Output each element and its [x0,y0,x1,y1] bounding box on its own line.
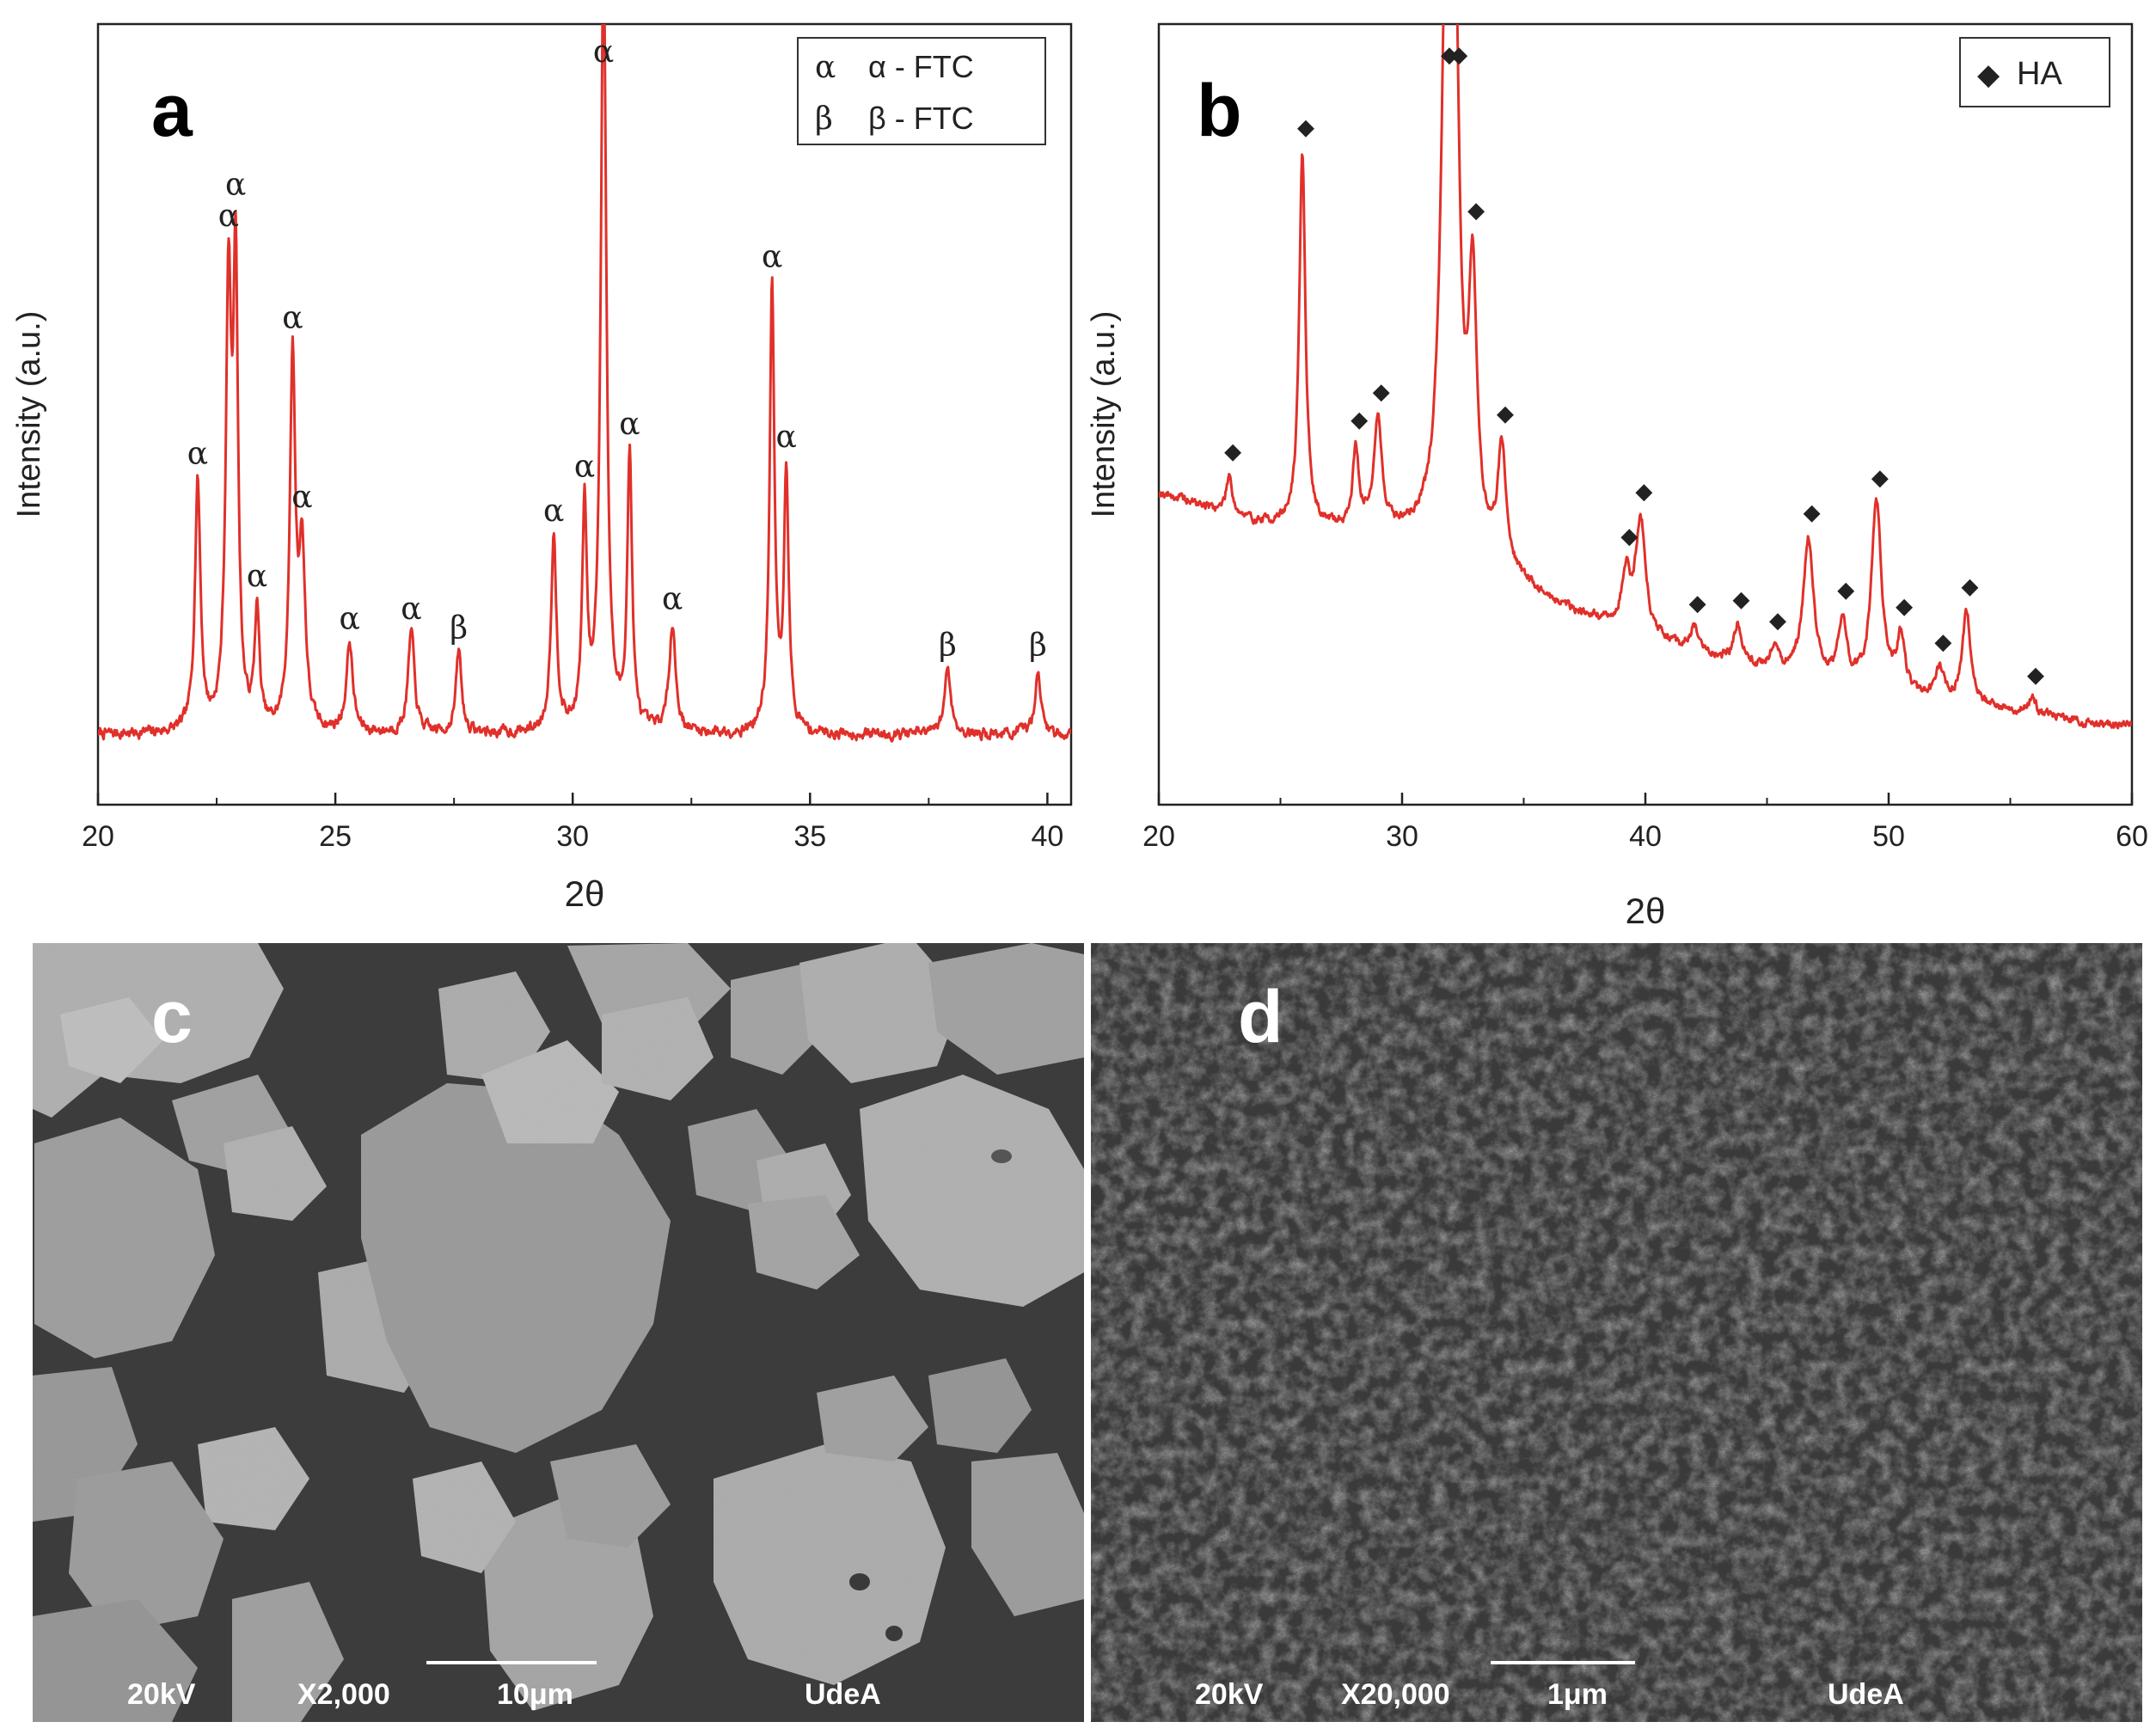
peak-label: ◆ [1620,523,1638,548]
peak-label: α [340,601,360,636]
peak-label: ◆ [1635,478,1652,504]
plot-frame-b [1157,22,2134,806]
xrd-trace-line [1159,24,2132,730]
panel-letter-d: d [1238,976,1283,1058]
sem-info-bar-c: 20kV X2,000 10μm UdeA [127,1661,881,1711]
peak-label: ◆ [1297,113,1314,139]
peak-label: β [450,610,468,646]
sem-particles-c [33,943,1084,1722]
xrd-chart-b: 20 30 40 50 60 ◆◆◆◆◆◆◆◆◆◆◆ ◆◆◆◆◆◆◆◆◆ b Intens… [1086,22,2148,931]
sem-pore [991,1149,1012,1163]
peak-markers-b: ◆◆◆◆◆◆◆◆◆◆◆ ◆◆◆◆◆◆◆◆◆ [1224,41,2044,687]
x-tick-label: 40 [1629,820,1662,853]
sem-magnification-d: X20,000 [1341,1678,1450,1711]
x-tick-label: 20 [1142,820,1175,853]
panel-letter-b: b [1197,70,1242,152]
peak-label: α [593,34,614,70]
xrd-trace-line [98,24,1071,743]
sem-voltage-c: 20kV [127,1678,196,1711]
peak-label: ◆ [2027,661,2044,687]
x-ticks-a: 20 25 30 35 40 [82,793,1063,853]
sem-scale-label-c: 10μm [497,1678,573,1711]
trace-a [98,24,1071,743]
sem-institution-d: UdeA [1828,1678,1904,1711]
sem-pore [849,1573,870,1590]
peak-label: α [247,559,267,594]
y-axis-title-a: Intensity (a.u.) [11,311,47,518]
peak-label: α [762,239,782,274]
x-tick-label: 25 [319,820,352,853]
sem-pore [885,1626,903,1641]
sem-info-bar-d: 20kV X20,000 1μm UdeA [1195,1661,1904,1711]
sem-texture-d [1091,943,2142,1722]
x-tick-label: 35 [793,820,826,853]
sem-scale-label-d: 1μm [1547,1678,1608,1711]
peak-label: α [291,480,312,515]
x-tick-label: 60 [2116,820,2148,853]
x-tick-label: 20 [82,820,114,853]
peak-label: α [187,437,208,472]
legend-box-a [797,37,1046,145]
legend-label-beta: β - FTC [868,101,974,136]
peak-label: ◆ [1934,628,1951,654]
peak-label: ◆ [1689,590,1706,616]
legend-symbol-alpha: α [815,50,836,85]
x-tick-label: 30 [556,820,589,853]
x-tick-label: 40 [1031,820,1063,853]
legend-label-alpha: α - FTC [868,49,974,84]
sem-voltage-d: 20kV [1195,1678,1264,1711]
peak-label: α [282,300,303,335]
peak-label: ◆ [1733,586,1750,612]
sem-magnification-c: X2,000 [297,1678,390,1711]
peak-label: ◆ [1804,499,1821,525]
peak-label: β [1029,628,1047,664]
legend-box-b [1959,37,2110,107]
peak-label: ◆ [1871,464,1889,490]
x-ticks-b: 20 30 40 50 60 [1142,793,2148,853]
peak-label: ◆ [1962,573,1979,598]
peak-label: ◆ [1896,592,1913,618]
peak-label: ◆ [1441,41,1458,67]
peak-label: α [662,581,683,616]
peak-label: α [218,199,239,234]
sem-scale-bar-c [426,1661,597,1664]
peak-label: ◆ [1224,438,1241,463]
legend-b: ◆ HA [1959,37,2110,107]
legend-symbol-beta: β [815,101,833,137]
peak-label: α [619,407,640,442]
sem-micrograph-d: d 20kV X20,000 1μm UdeA [1091,943,2142,1722]
peak-label: α [574,449,595,484]
peak-label: ◆ [1837,577,1854,603]
x-axis-title-b: 2θ [1626,891,1666,931]
legend-label-ha: HA [2017,56,2062,92]
panel-letter-c: c [151,976,193,1058]
y-axis-title-b: Intensity (a.u.) [1086,311,1122,518]
x-axis-title-a: 2θ [565,873,605,914]
peak-label: ◆ [1467,197,1485,223]
legend-a: α α - FTC β β - FTC [797,37,1046,145]
peak-label: α [776,420,797,455]
plot-frame-a [96,22,1073,806]
peak-label: α [225,167,246,202]
trace-b [1159,24,2132,730]
x-tick-label: 50 [1872,820,1905,853]
sem-scale-bar-d [1491,1661,1635,1664]
peak-label: β [939,628,957,664]
peak-label: ◆ [1373,378,1390,404]
panel-letter-a: a [151,70,193,152]
legend-symbol-diamond: ◆ [1977,58,2000,91]
peak-label: α [543,493,564,529]
peak-label: α [401,591,421,627]
x-tick-label: 30 [1386,820,1418,853]
sem-institution-c: UdeA [805,1678,881,1711]
peak-label: ◆ [1769,607,1786,633]
peak-label: ◆ [1351,407,1368,432]
peak-label: ◆ [1497,400,1514,426]
peak-label: ◆ [1450,41,1467,67]
sem-micrograph-c: c 20kV X2,000 10μm UdeA [33,943,1084,1722]
